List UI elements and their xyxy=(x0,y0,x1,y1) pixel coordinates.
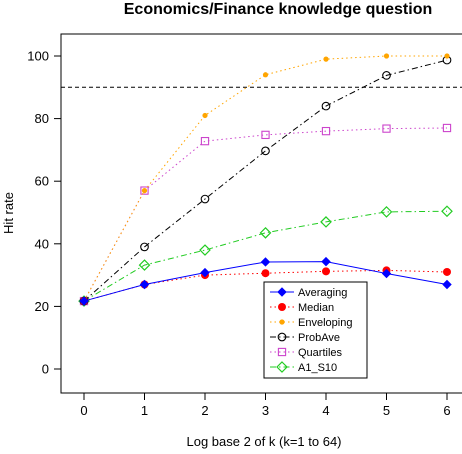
y-tick-label: 60 xyxy=(35,174,49,189)
point-quartiles xyxy=(321,126,331,136)
chart-title: Economics/Finance knowledge question xyxy=(124,1,433,18)
legend-item-enveloping: Enveloping xyxy=(270,317,352,329)
legend-marker xyxy=(276,361,288,373)
point-median xyxy=(322,267,330,276)
x-tick-label: 0 xyxy=(80,403,87,418)
y-tick-label: 0 xyxy=(42,362,49,377)
x-tick-label: 2 xyxy=(201,403,208,418)
series-probave xyxy=(79,55,452,306)
x-tick-label: 4 xyxy=(322,403,329,418)
y-tick-label: 20 xyxy=(35,299,49,314)
point-probave xyxy=(261,146,270,156)
legend-marker xyxy=(277,347,287,357)
point-averaging xyxy=(200,267,210,278)
legend-label: Enveloping xyxy=(298,317,352,329)
series-averaging xyxy=(79,256,452,306)
series-line-a1-s10 xyxy=(83,210,448,302)
point-median xyxy=(261,269,270,278)
legend-item-median: Median xyxy=(270,302,334,314)
point-quartiles xyxy=(140,186,149,195)
x-tick-label: 1 xyxy=(141,403,148,418)
y-tick-label: 40 xyxy=(35,236,49,251)
point-enveloping xyxy=(202,112,208,119)
legend-label: ProbAve xyxy=(298,332,340,344)
x-tick-label: 6 xyxy=(443,403,450,418)
legend-label: Median xyxy=(298,302,334,314)
legend-marker xyxy=(277,332,287,342)
point-quartiles xyxy=(200,136,210,146)
x-axis-label: Log base 2 of k (k=1 to 64) xyxy=(186,434,341,449)
point-averaging xyxy=(139,279,150,290)
point-quartiles xyxy=(382,124,391,133)
point-averaging xyxy=(260,257,271,267)
point-averaging xyxy=(442,279,452,290)
point-enveloping xyxy=(141,187,148,194)
legend: Averaging Median Enveloping ProbAve Quartile… xyxy=(263,281,368,379)
point-median xyxy=(443,267,451,276)
legend-label: Averaging xyxy=(298,287,347,299)
legend-item-probave: ProbAve xyxy=(270,332,340,344)
point-a1-s10 xyxy=(320,216,332,228)
legend-item-a1-s10: A1_S10 xyxy=(270,361,337,374)
point-probave xyxy=(200,194,210,204)
point-quartiles xyxy=(261,130,270,140)
point-a1-s10 xyxy=(138,259,151,271)
point-probave xyxy=(382,71,391,80)
series-layer xyxy=(78,53,453,307)
point-averaging xyxy=(79,296,89,306)
y-tick-label: 80 xyxy=(35,111,49,126)
point-a1-s10 xyxy=(199,244,211,256)
point-averaging xyxy=(381,268,392,279)
y-axis-label: Hit rate xyxy=(1,192,16,234)
legend-marker xyxy=(278,303,286,311)
point-enveloping xyxy=(444,53,450,59)
point-probave xyxy=(140,242,149,252)
legend-label: A1_S10 xyxy=(298,362,337,374)
x-tick-label: 5 xyxy=(383,403,390,418)
legend-marker xyxy=(277,287,287,297)
point-enveloping xyxy=(262,72,269,78)
point-enveloping xyxy=(383,53,390,59)
point-a1-s10 xyxy=(259,226,272,239)
point-enveloping xyxy=(323,56,329,62)
point-a1-s10 xyxy=(441,205,453,218)
y-tick-label: 100 xyxy=(27,49,49,64)
series-line-probave xyxy=(83,59,448,302)
point-quartiles xyxy=(442,123,452,133)
plot-frame xyxy=(60,33,462,394)
legend-item-averaging: Averaging xyxy=(270,287,347,299)
point-probave xyxy=(321,101,331,111)
legend-item-quartiles: Quartiles xyxy=(270,347,343,359)
x-tick-label: 3 xyxy=(262,403,269,418)
legend-label: Quartiles xyxy=(298,347,343,359)
point-averaging xyxy=(321,256,331,267)
legend-marker xyxy=(279,319,285,325)
point-a1-s10 xyxy=(380,206,393,218)
